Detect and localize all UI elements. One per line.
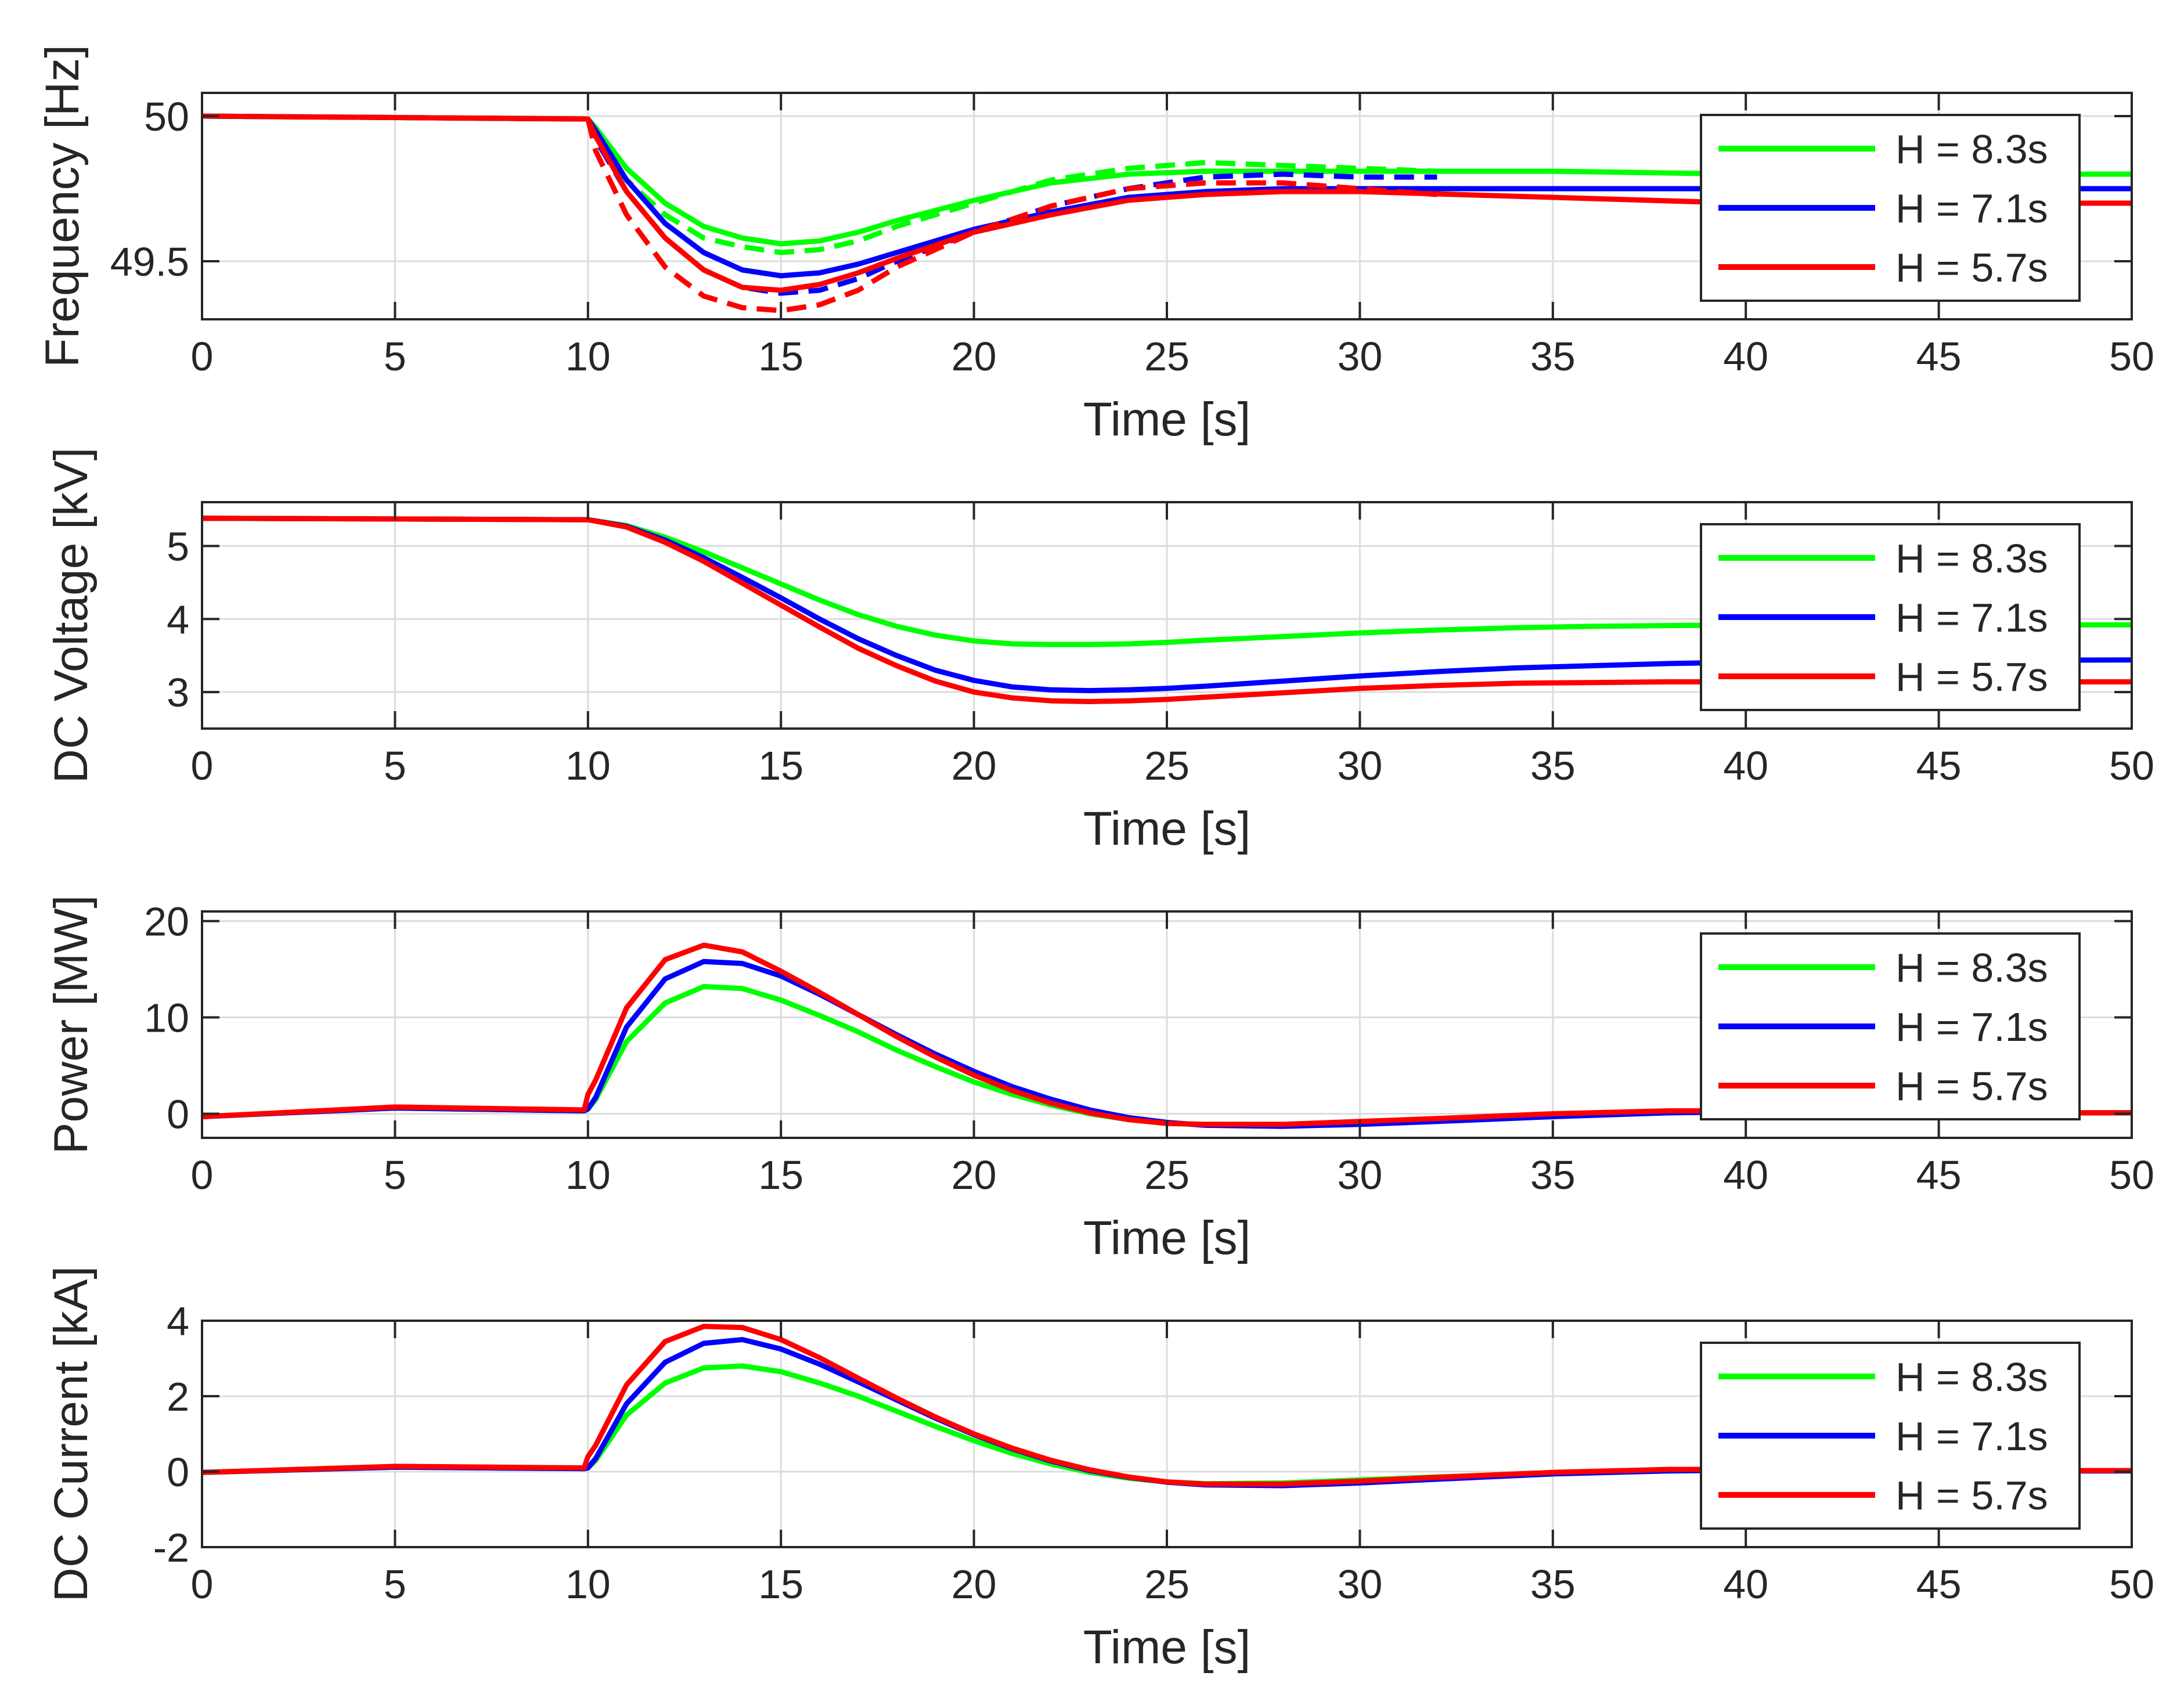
- x-tick-label: 20: [952, 334, 997, 379]
- y-tick-label: 4: [167, 597, 189, 642]
- x-tick-label: 10: [565, 743, 611, 788]
- x-tick-label: 0: [191, 743, 214, 788]
- x-tick-label: 10: [565, 1562, 611, 1607]
- legend-label: H = 5.7s: [1895, 245, 2048, 290]
- series-line-h-8-3s: [202, 516, 2132, 647]
- x-tick-label: 35: [1530, 1562, 1576, 1607]
- legend-label: H = 7.1s: [1895, 1414, 2048, 1459]
- x-tick-label: 15: [758, 1562, 803, 1607]
- y-tick-label: 5: [167, 524, 189, 569]
- x-tick-label: 50: [2109, 334, 2154, 379]
- x-tick-label: 30: [1337, 334, 1382, 379]
- y-tick-label: 0: [167, 1092, 189, 1137]
- x-tick-label: 5: [384, 1152, 406, 1198]
- y-axis-label: Frequency [Hz]: [36, 45, 89, 367]
- panel-1: 0 5 10 15 20 25 30 35 40 45 50 50 49.5 Time [s] Freque…: [36, 45, 2154, 446]
- legend: H = 8.3s H = 7.1s H = 5.7s: [1700, 114, 2081, 302]
- series-line-h-7-1s: [202, 516, 2132, 694]
- y-tick-label: -2: [153, 1525, 189, 1570]
- legend-label: H = 8.3s: [1895, 536, 2048, 581]
- x-tick-label: 45: [1916, 334, 1962, 379]
- series-line-h-5-7s: [202, 1324, 2132, 1487]
- y-tick-label: 20: [144, 899, 189, 945]
- x-axis-label: Time [s]: [1083, 802, 1251, 855]
- x-tick-label: 25: [1144, 1562, 1190, 1607]
- panel-2: 0 5 10 15 20 25 30 35 40 45 50 5 4 3 Time [s] DC Voltag…: [45, 448, 2154, 855]
- legend-label: H = 5.7s: [1895, 1473, 2048, 1518]
- series-line-h-7-1s: [202, 113, 2132, 279]
- legend-label: H = 7.1s: [1895, 186, 2048, 231]
- y-axis-label: Power [MW]: [45, 895, 98, 1154]
- series-line-h-5-7s: [202, 942, 2132, 1127]
- x-tick-label: 35: [1530, 743, 1576, 788]
- x-tick-label: 15: [758, 334, 803, 379]
- legend: H = 8.3s H = 7.1s H = 5.7s: [1700, 932, 2081, 1120]
- x-tick-label: 0: [191, 1152, 214, 1198]
- y-axis-label: DC Current [kA]: [45, 1266, 98, 1602]
- x-tick-label: 45: [1916, 1562, 1962, 1607]
- series-line-h-5-7s: [202, 113, 2132, 293]
- x-tick-label: 15: [758, 743, 803, 788]
- y-tick-label: 4: [167, 1299, 189, 1344]
- x-tick-label: 40: [1723, 743, 1768, 788]
- x-tick-label: 50: [2109, 1562, 2154, 1607]
- x-tick-label: 35: [1530, 1152, 1576, 1198]
- series-line-h-8-3s: [202, 113, 2132, 247]
- x-tick-label: 30: [1337, 1152, 1382, 1198]
- y-tick-label: 0: [167, 1450, 189, 1495]
- y-tick-label: 10: [144, 996, 189, 1041]
- legend-label: H = 8.3s: [1895, 127, 2048, 172]
- x-tick-label: 25: [1144, 1152, 1190, 1198]
- x-axis-label: Time [s]: [1083, 393, 1251, 446]
- x-tick-label: 20: [952, 1152, 997, 1198]
- x-tick-label: 25: [1144, 743, 1190, 788]
- x-axis-label: Time [s]: [1083, 1621, 1251, 1674]
- y-axis-label: DC Voltage [kV]: [45, 448, 98, 784]
- legend-label: H = 8.3s: [1895, 945, 2048, 990]
- legend-label: H = 7.1s: [1895, 595, 2048, 640]
- x-tick-label: 20: [952, 1562, 997, 1607]
- x-tick-label: 10: [565, 1152, 611, 1198]
- x-tick-label: 50: [2109, 743, 2154, 788]
- panel-3: 0 5 10 15 20 25 30 35 40 45 50 20 10 0 Time [s] Power […: [45, 895, 2154, 1264]
- x-tick-label: 30: [1337, 1562, 1382, 1607]
- legend: H = 8.3s H = 7.1s H = 5.7s: [1700, 1342, 2081, 1530]
- series-line-h-5-7s: [202, 516, 2132, 704]
- series-line-h-5-7s-dashed: [585, 118, 1437, 313]
- x-tick-label: 45: [1916, 743, 1962, 788]
- y-tick-label: 3: [167, 670, 189, 715]
- x-axis-label: Time [s]: [1083, 1212, 1251, 1264]
- legend: H = 8.3s H = 7.1s H = 5.7s: [1700, 523, 2081, 711]
- legend-label: H = 5.7s: [1895, 1064, 2048, 1109]
- x-tick-label: 5: [384, 743, 406, 788]
- x-tick-label: 45: [1916, 1152, 1962, 1198]
- x-tick-label: 50: [2109, 1152, 2154, 1198]
- series-line-h-8-3s-dashed: [585, 118, 1437, 255]
- x-tick-label: 5: [384, 1562, 406, 1607]
- x-tick-label: 30: [1337, 743, 1382, 788]
- y-tick-label: 2: [167, 1374, 189, 1419]
- x-tick-label: 0: [191, 334, 214, 379]
- x-tick-label: 20: [952, 743, 997, 788]
- x-tick-label: 40: [1723, 1562, 1768, 1607]
- series-line-h-7-1s: [202, 958, 2132, 1129]
- x-tick-label: 40: [1723, 1152, 1768, 1198]
- y-tick-label: 49.5: [110, 239, 189, 284]
- x-tick-label: 35: [1530, 334, 1576, 379]
- x-tick-label: 40: [1723, 334, 1768, 379]
- legend-label: H = 5.7s: [1895, 654, 2048, 700]
- x-tick-label: 25: [1144, 334, 1190, 379]
- x-tick-label: 0: [191, 1562, 214, 1607]
- x-tick-label: 15: [758, 1152, 803, 1198]
- legend-label: H = 7.1s: [1895, 1004, 2048, 1050]
- y-tick-label: 50: [144, 94, 189, 139]
- legend-label: H = 8.3s: [1895, 1354, 2048, 1400]
- x-tick-label: 10: [565, 334, 611, 379]
- x-tick-label: 5: [384, 334, 406, 379]
